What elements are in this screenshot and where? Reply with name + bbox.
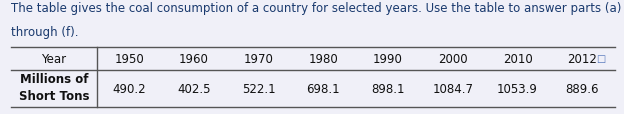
Text: 1970: 1970 (243, 52, 273, 65)
Text: Year: Year (41, 52, 67, 65)
Text: 2012: 2012 (567, 52, 597, 65)
Text: Millions of: Millions of (20, 72, 88, 85)
Text: 402.5: 402.5 (177, 82, 210, 95)
Text: 522.1: 522.1 (241, 82, 275, 95)
Text: 698.1: 698.1 (306, 82, 340, 95)
Text: The table gives the coal consumption of a country for selected years. Use the ta: The table gives the coal consumption of … (11, 2, 622, 15)
Text: 2000: 2000 (438, 52, 467, 65)
Text: 898.1: 898.1 (371, 82, 405, 95)
Text: 1960: 1960 (179, 52, 209, 65)
Text: Short Tons: Short Tons (19, 89, 89, 102)
Text: through (f).: through (f). (11, 26, 79, 39)
Text: 2010: 2010 (503, 52, 532, 65)
Text: □: □ (596, 54, 605, 64)
Text: 1053.9: 1053.9 (497, 82, 538, 95)
Text: 1980: 1980 (308, 52, 338, 65)
Text: 1950: 1950 (114, 52, 144, 65)
Text: 1084.7: 1084.7 (432, 82, 473, 95)
Text: 490.2: 490.2 (112, 82, 146, 95)
Text: 889.6: 889.6 (565, 82, 599, 95)
Text: 1990: 1990 (373, 52, 403, 65)
